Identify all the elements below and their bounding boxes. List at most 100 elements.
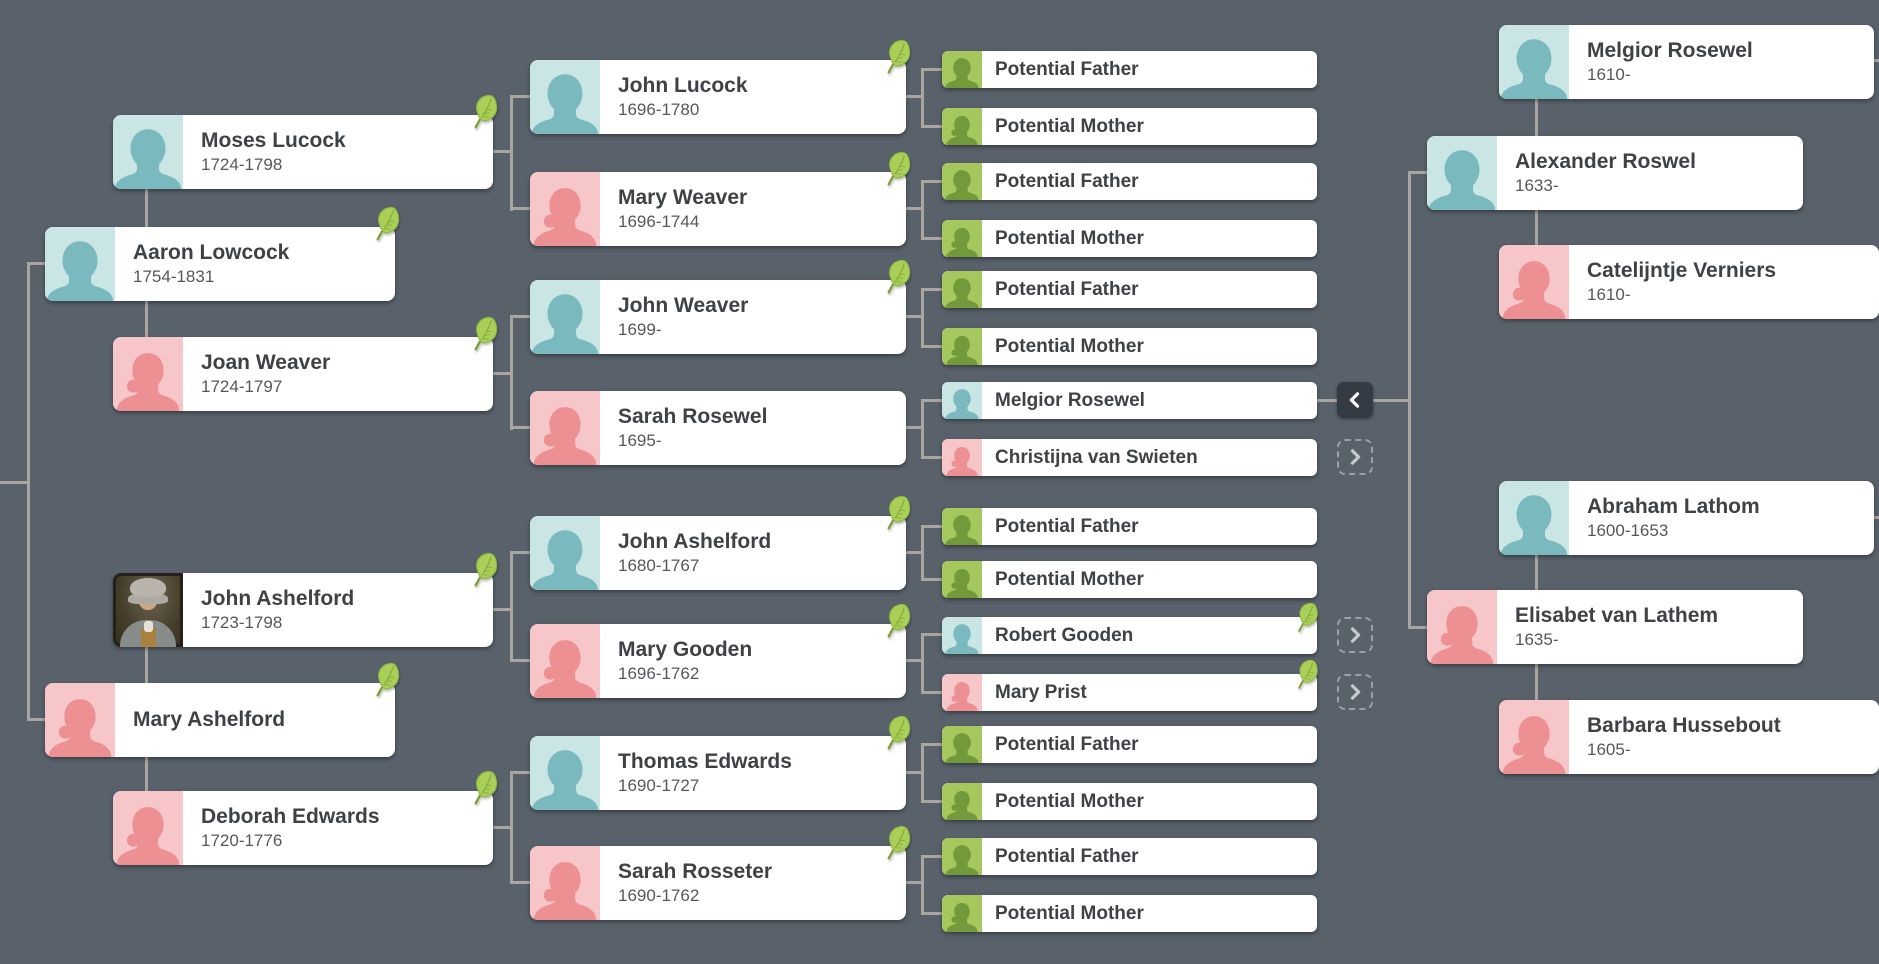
person-row-potential-mother-23[interactable]: Potential Mother xyxy=(942,561,1317,598)
person-row-christijna-van-swieten-21[interactable]: Christijna van Swieten xyxy=(942,439,1317,476)
leaf-hint-icon[interactable] xyxy=(877,825,915,862)
person-name: Potential Mother xyxy=(995,335,1144,357)
person-row-potential-father-18[interactable]: Potential Father xyxy=(942,271,1317,308)
person-text: Aaron Lowcock 1754-1831 xyxy=(115,227,395,301)
person-card-joan-weaver-2[interactable]: Joan Weaver 1724-1797 xyxy=(113,316,498,411)
person-card-john-ashelford-10[interactable]: John Ashelford 1680-1767 xyxy=(530,495,911,590)
leaf-hint-icon[interactable] xyxy=(877,603,915,640)
person-row-potential-mother-17[interactable]: Potential Mother xyxy=(942,220,1317,257)
person-card-catelijntje-verniers-32[interactable]: Catelijntje Verniers 1610- xyxy=(1499,245,1879,319)
connector-line xyxy=(921,856,924,915)
female-avatar-icon xyxy=(942,895,982,932)
leaf-hint-icon[interactable] xyxy=(1289,659,1322,691)
person-text: Abraham Lathom 1600-1653 xyxy=(1569,481,1874,555)
person-row-potential-father-16[interactable]: Potential Father xyxy=(942,163,1317,200)
leaf-hint-icon[interactable] xyxy=(877,151,915,188)
leaf-hint-icon[interactable] xyxy=(877,715,915,752)
person-name: Potential Mother xyxy=(995,227,1144,249)
connector-line xyxy=(921,691,944,694)
person-row-melgior-rosewel-20[interactable]: Melgior Rosewel xyxy=(942,382,1317,419)
leaf-hint-icon[interactable] xyxy=(877,495,915,532)
connector-line xyxy=(493,372,512,375)
person-row-potential-mother-29[interactable]: Potential Mother xyxy=(942,895,1317,932)
person-card-john-ashelford-7[interactable]: John Ashelford 1723-1798 xyxy=(113,552,498,647)
person-text: Joan Weaver 1724-1797 xyxy=(183,337,493,411)
connector-line xyxy=(921,399,944,402)
person-row-potential-father-28[interactable]: Potential Father xyxy=(942,838,1317,875)
leaf-hint-icon[interactable] xyxy=(366,662,404,699)
expand-branch-button[interactable] xyxy=(1337,439,1373,475)
person-text: Deborah Edwards 1720-1776 xyxy=(183,791,493,865)
person-name: Potential Father xyxy=(995,733,1139,755)
leaf-hint-icon[interactable] xyxy=(464,94,502,131)
person-row-potential-mother-19[interactable]: Potential Mother xyxy=(942,328,1317,365)
leaf-hint-icon[interactable] xyxy=(1289,602,1322,634)
person-card-john-lucock-3[interactable]: John Lucock 1696-1780 xyxy=(530,39,911,134)
collapse-branch-button[interactable] xyxy=(1337,382,1373,418)
connector-line xyxy=(906,551,923,554)
person-dates: 1699- xyxy=(618,320,662,340)
person-card-mary-ashelford-8[interactable]: Mary Ashelford xyxy=(45,662,400,757)
person-name: Sarah Rosseter xyxy=(618,859,773,883)
person-row-potential-father-14[interactable]: Potential Father xyxy=(942,51,1317,88)
person-card-abraham-lathom-33[interactable]: Abraham Lathom 1600-1653 xyxy=(1499,481,1874,555)
person-name: Elisabet van Lathem xyxy=(1515,603,1719,627)
leaf-hint-icon[interactable] xyxy=(877,39,915,76)
person-card-mary-weaver-4[interactable]: Mary Weaver 1696-1744 xyxy=(530,151,911,246)
person-row-mary-prist-25[interactable]: Mary Prist xyxy=(942,659,1318,711)
person-name: John Ashelford xyxy=(201,586,355,610)
male-avatar-icon xyxy=(113,115,183,189)
person-card-moses-lucock-0[interactable]: Moses Lucock 1724-1798 xyxy=(113,94,498,189)
person-card-sarah-rosseter-13[interactable]: Sarah Rosseter 1690-1762 xyxy=(530,825,911,920)
person-text: Potential Mother xyxy=(982,895,1317,932)
female-avatar-icon xyxy=(942,561,982,598)
connector-line xyxy=(921,855,944,858)
person-row-potential-mother-27[interactable]: Potential Mother xyxy=(942,783,1317,820)
chevron-right-icon xyxy=(1342,679,1368,705)
person-text: Mary Prist xyxy=(982,674,1317,711)
person-text: Potential Mother xyxy=(982,220,1317,257)
person-card-alexander-roswel-31[interactable]: Alexander Roswel 1633- xyxy=(1427,136,1803,210)
leaf-hint-icon[interactable] xyxy=(464,316,502,353)
female-avatar-icon xyxy=(530,391,600,465)
leaf-hint-icon[interactable] xyxy=(464,770,502,807)
expand-branch-button[interactable] xyxy=(1337,617,1373,653)
person-card-aaron-lowcock-1[interactable]: Aaron Lowcock 1754-1831 xyxy=(45,206,400,301)
person-card-sarah-rosewel-6[interactable]: Sarah Rosewel 1695- xyxy=(530,391,906,465)
person-name: Potential Mother xyxy=(995,902,1144,924)
person-name: Potential Father xyxy=(995,170,1139,192)
expand-branch-button[interactable] xyxy=(1337,674,1373,710)
person-row-robert-gooden-24[interactable]: Robert Gooden xyxy=(942,602,1318,654)
person-dates: 1680-1767 xyxy=(618,556,700,576)
person-card-melgior-rosewel-30[interactable]: Melgior Rosewel 1610- xyxy=(1499,25,1874,99)
male-avatar-icon xyxy=(942,838,982,875)
connector-line xyxy=(27,262,47,265)
female-avatar-icon xyxy=(530,624,600,698)
female-avatar-icon xyxy=(942,783,982,820)
person-name: Thomas Edwards xyxy=(618,749,792,773)
person-card-deborah-edwards-9[interactable]: Deborah Edwards 1720-1776 xyxy=(113,770,498,865)
connector-line xyxy=(921,125,944,128)
connector-line xyxy=(510,95,532,98)
person-card-elisabet-van-lathem-34[interactable]: Elisabet van Lathem 1635- xyxy=(1427,590,1803,664)
leaf-hint-icon[interactable] xyxy=(366,206,404,243)
connector-line xyxy=(921,912,944,915)
person-row-potential-father-22[interactable]: Potential Father xyxy=(942,508,1317,545)
person-card-thomas-edwards-12[interactable]: Thomas Edwards 1690-1727 xyxy=(530,715,911,810)
person-row-potential-mother-15[interactable]: Potential Mother xyxy=(942,108,1317,145)
connector-line xyxy=(921,180,944,183)
leaf-hint-icon[interactable] xyxy=(877,259,915,296)
person-text: Christijna van Swieten xyxy=(982,439,1317,476)
person-text: John Weaver 1699- xyxy=(600,280,906,354)
person-card-john-weaver-5[interactable]: John Weaver 1699- xyxy=(530,259,911,354)
person-row-potential-father-26[interactable]: Potential Father xyxy=(942,726,1317,763)
person-name: Sarah Rosewel xyxy=(618,404,768,428)
leaf-hint-icon[interactable] xyxy=(464,552,502,589)
person-name: Barbara Hussebout xyxy=(1587,713,1781,737)
person-dates: 1696-1762 xyxy=(618,664,700,684)
person-card-barbara-hussebout-35[interactable]: Barbara Hussebout 1605- xyxy=(1499,700,1879,774)
person-card-mary-gooden-11[interactable]: Mary Gooden 1696-1762 xyxy=(530,603,911,698)
connector-line xyxy=(906,426,923,429)
person-name: Potential Father xyxy=(995,278,1139,300)
